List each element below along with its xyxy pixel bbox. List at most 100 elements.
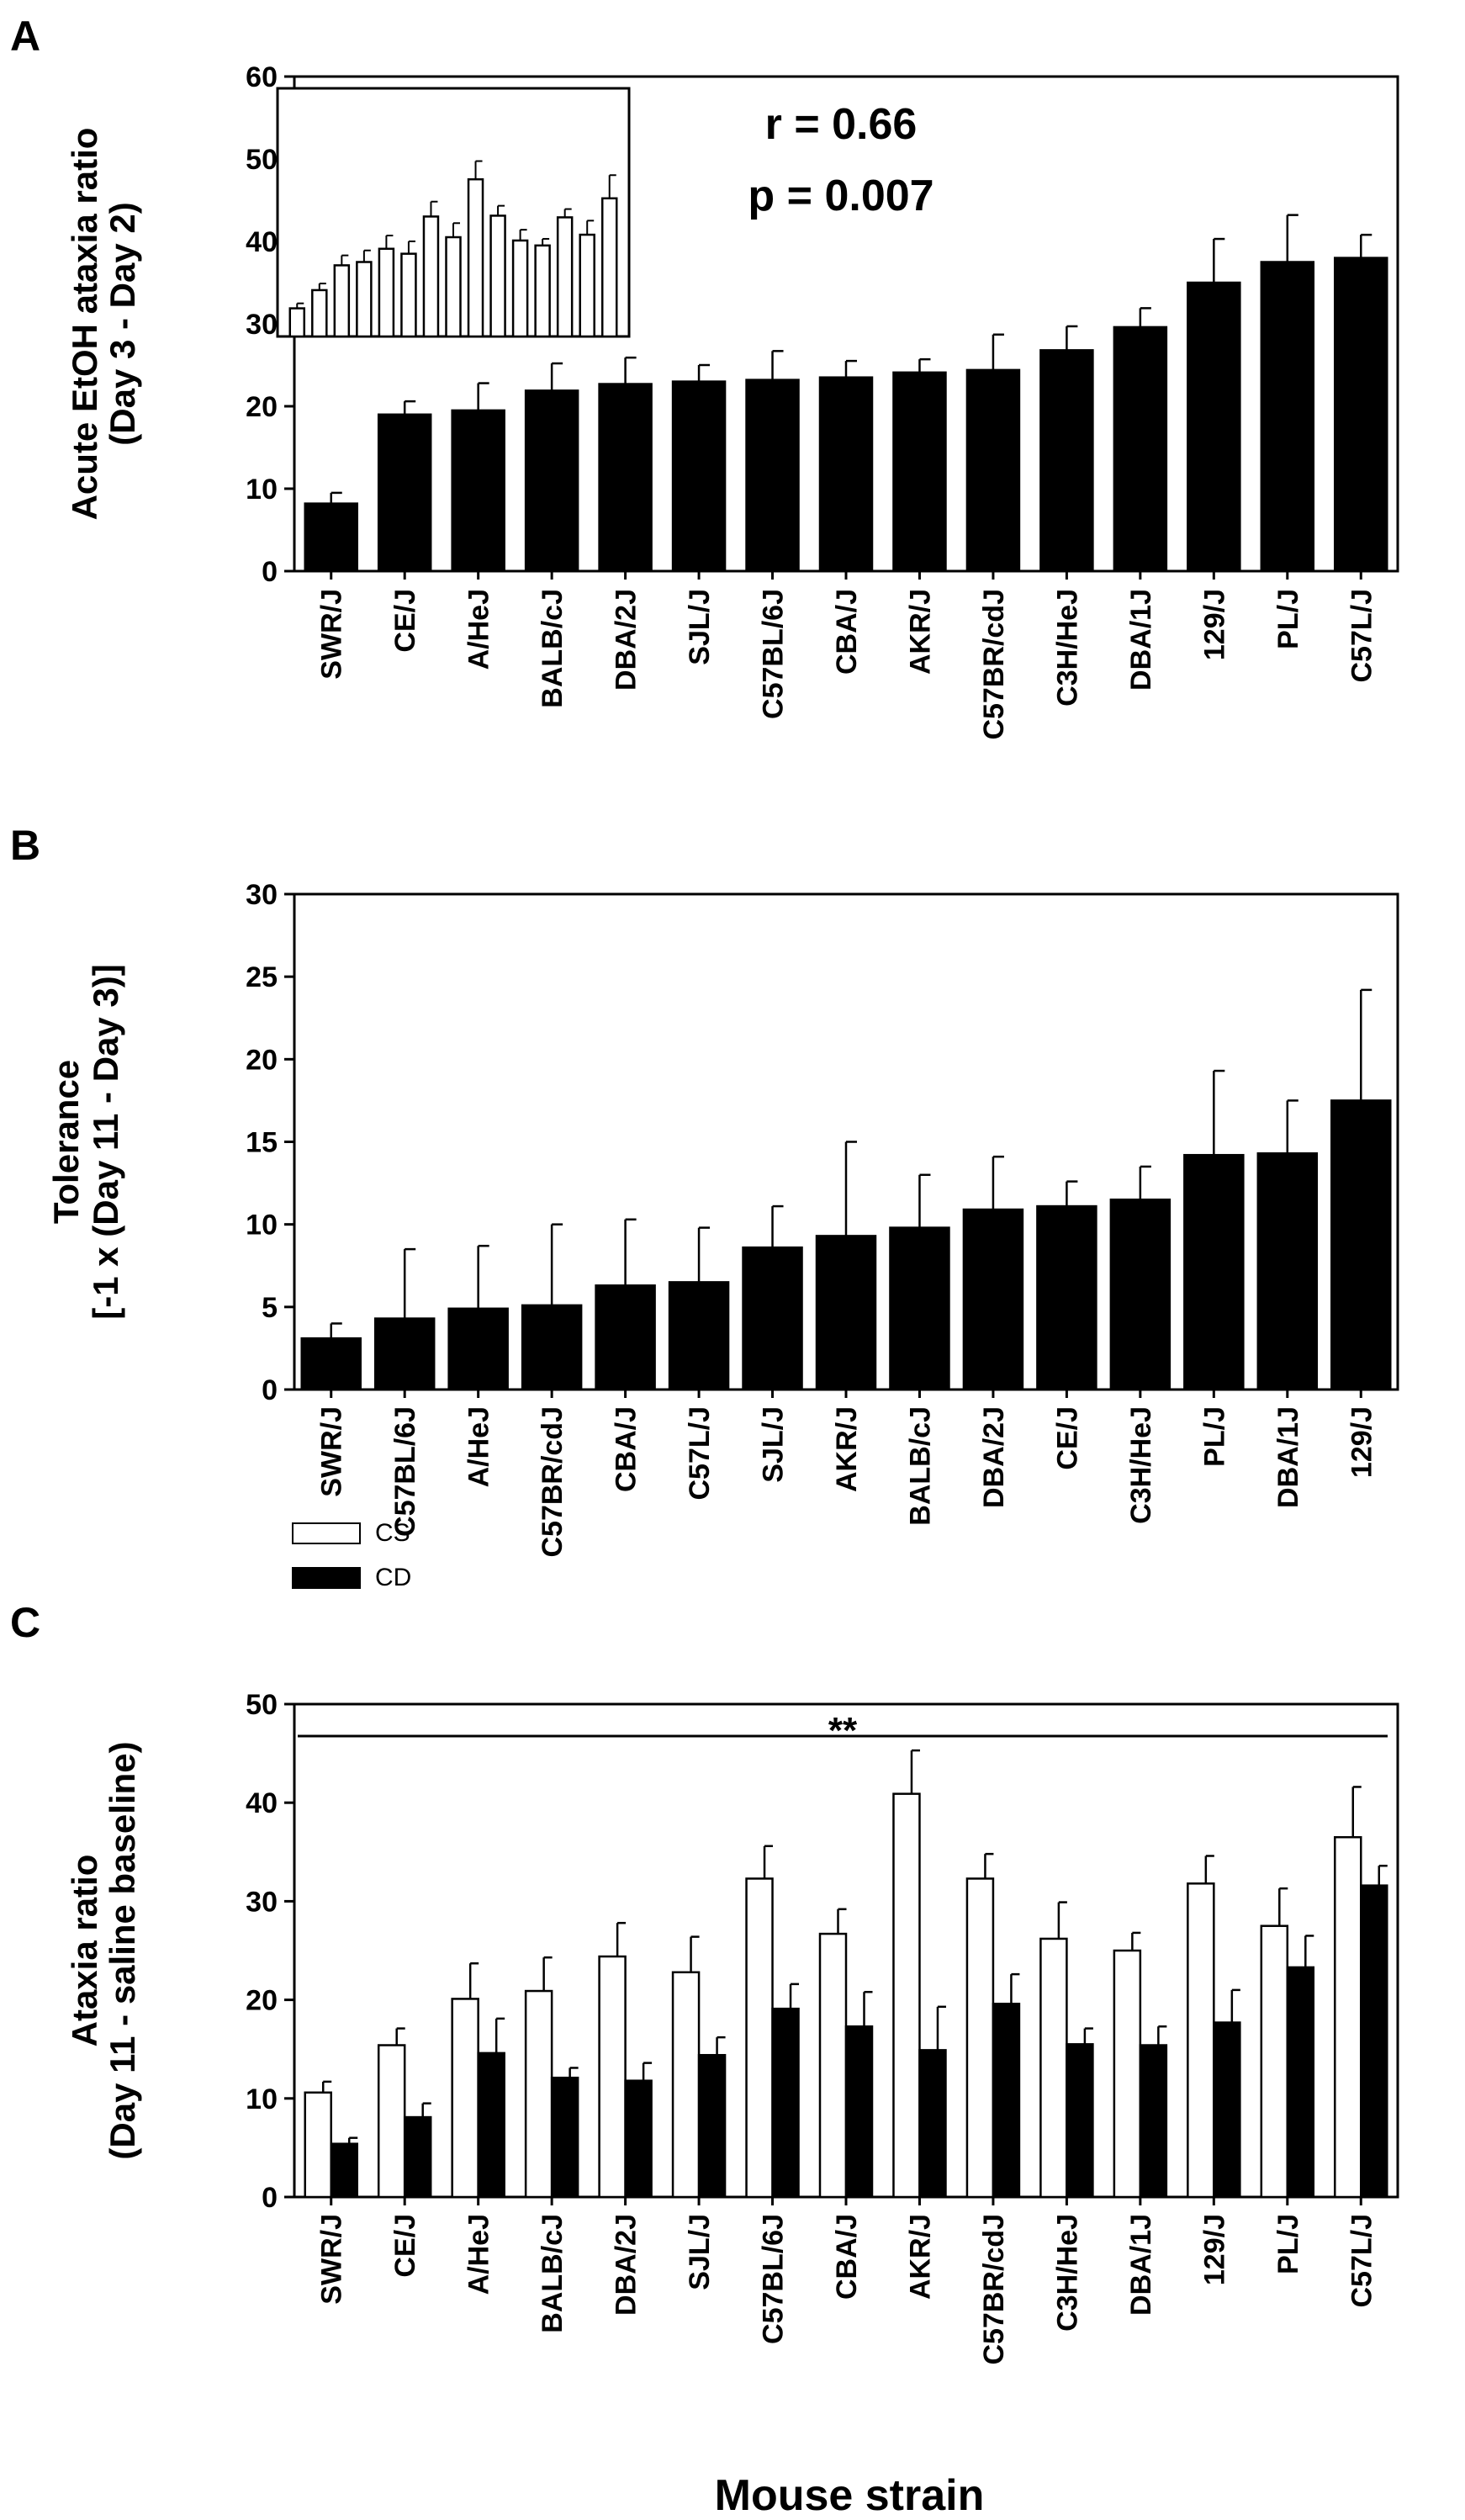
- bar: [477, 2051, 505, 2199]
- inset-bar: [467, 177, 484, 338]
- x-tick-label: DBA/1J: [1125, 589, 1157, 691]
- bar: [550, 2076, 579, 2199]
- panel-a-bars: [304, 214, 1388, 573]
- x-tick-label: C57L/J: [684, 1406, 716, 1501]
- x-tick-label: AKR/J: [904, 589, 936, 675]
- panel-b: B Tolerance [-1 x (Day 11 - Day 3)] 0 5 10 1…: [10, 822, 1399, 1558]
- y-tick-label: 30: [246, 1886, 278, 1918]
- y-tick-label: 30: [246, 879, 278, 911]
- inset-bar: [378, 247, 395, 338]
- y-axis-label-line: (Day 3 - Day 2): [103, 202, 142, 445]
- bar: [403, 2115, 432, 2199]
- bar: [965, 368, 1021, 573]
- y-axis-label-line: (Day 11 - saline baseline): [103, 1741, 142, 2159]
- y-tick-label: 50: [246, 144, 278, 176]
- inset-bar: [445, 236, 462, 338]
- x-tick-label: A/HeJ: [463, 589, 495, 670]
- x-tick-label: SWR/J: [316, 2214, 348, 2305]
- correlation-r: r = 0.66: [765, 100, 918, 149]
- bar: [771, 2007, 800, 2199]
- panel-c-y-axis-label: Ataxia ratio(Day 11 - saline baseline): [65, 1741, 142, 2159]
- legend-swatch-cs: [292, 1522, 361, 1544]
- inset-bar: [422, 215, 440, 338]
- bar: [330, 2142, 358, 2199]
- y-axis-label-line: Acute EtOH ataxia ratio: [65, 128, 104, 521]
- inset-bar: [579, 233, 595, 338]
- panel-c-bars: [304, 1749, 1388, 2199]
- y-tick-label: 30: [246, 309, 278, 341]
- x-tick-label: C57L/J: [1346, 589, 1378, 683]
- bar: [962, 1208, 1024, 1391]
- x-tick-label: DBA/2J: [978, 1406, 1010, 1508]
- bar: [1286, 1966, 1315, 2199]
- panel-c-x-axis-label: Mouse strain: [715, 2471, 985, 2520]
- bar: [1113, 1949, 1142, 2199]
- legend-label-cs: CS: [375, 1519, 410, 1547]
- y-tick-label: 25: [246, 961, 278, 993]
- bar: [377, 413, 432, 573]
- x-tick-label: DBA/2J: [611, 589, 643, 691]
- bar: [1109, 1198, 1171, 1391]
- bar: [697, 2053, 727, 2199]
- panel-c-legend: CS CD: [292, 1519, 411, 1591]
- bar: [1187, 1882, 1215, 2199]
- x-tick-label: PL/J: [1272, 2214, 1304, 2274]
- panel-c-axes: 0 10 20 30 40 50: [246, 1689, 1399, 2214]
- x-tick-label: SJL/J: [758, 1406, 790, 1483]
- bar: [918, 2049, 947, 2199]
- correlation-p: p = 0.007: [748, 172, 933, 220]
- x-tick-label: 129/J: [1198, 2214, 1230, 2285]
- inset-bar: [600, 197, 618, 338]
- bar: [1066, 2043, 1094, 2199]
- x-tick-label: CBA/J: [831, 589, 863, 675]
- bar: [1260, 1924, 1289, 2199]
- y-tick-label: 10: [246, 1210, 278, 1241]
- bar: [668, 1281, 730, 1391]
- bar: [742, 1246, 803, 1391]
- y-tick-label: 0: [262, 1374, 278, 1406]
- bar: [892, 1792, 921, 2199]
- y-tick-label: 0: [262, 556, 278, 588]
- panel-a: A Acute EtOH ataxia ratio(Day 3 - Day 2)…: [10, 13, 1399, 740]
- bar: [598, 383, 653, 573]
- bar: [844, 2025, 874, 2199]
- bar: [818, 1932, 848, 2199]
- x-tick-label: SJL/J: [684, 589, 716, 665]
- x-tick-label: SJL/J: [684, 2214, 716, 2290]
- x-tick-label: C57BL/6J: [389, 1406, 421, 1537]
- significance-marker: **: [828, 1710, 858, 1751]
- x-tick-label: CE/J: [1051, 1406, 1083, 1470]
- y-tick-label: 15: [246, 1127, 278, 1159]
- legend-swatch-cd: [292, 1567, 361, 1589]
- x-tick-label: DBA/1J: [1272, 1406, 1304, 1508]
- y-tick-label: 40: [246, 226, 278, 258]
- y-tick-label: 60: [246, 61, 278, 93]
- bar: [965, 1877, 995, 2199]
- bar: [745, 379, 800, 573]
- bar: [524, 389, 579, 573]
- y-tick-label: 40: [246, 1787, 278, 1819]
- bar: [595, 1284, 656, 1391]
- y-tick-label: 10: [246, 474, 278, 506]
- bar: [1256, 1151, 1319, 1391]
- bar: [451, 409, 505, 573]
- panel-b-letter: B: [10, 822, 40, 869]
- bar: [598, 1955, 627, 2199]
- x-tick-label: C57BL/6J: [758, 589, 790, 719]
- x-tick-label: 129/J: [1198, 589, 1230, 660]
- bar: [1360, 1884, 1388, 2199]
- panel-a-inset: [276, 87, 631, 338]
- bar: [1334, 1835, 1362, 2199]
- inset-bar: [356, 261, 373, 338]
- bar: [451, 1998, 479, 2199]
- y-tick-label: 10: [246, 2083, 278, 2115]
- panel-b-y-axis-label: Tolerance [-1 x (Day 11 - Day 3)]: [46, 964, 125, 1320]
- x-tick-label: C57BL/6J: [758, 2214, 790, 2344]
- x-tick-label: 129/J: [1346, 1406, 1378, 1478]
- bar: [524, 1989, 553, 2199]
- panel-a-x-tick-labels: SWR/J CE/J A/HeJ BALB/cJ DBA/2J SJL/J C57BL/6J…: [316, 589, 1378, 740]
- bar: [671, 380, 727, 573]
- bar: [1187, 281, 1241, 573]
- y-tick-label: 20: [246, 1985, 278, 2017]
- bar: [521, 1304, 583, 1391]
